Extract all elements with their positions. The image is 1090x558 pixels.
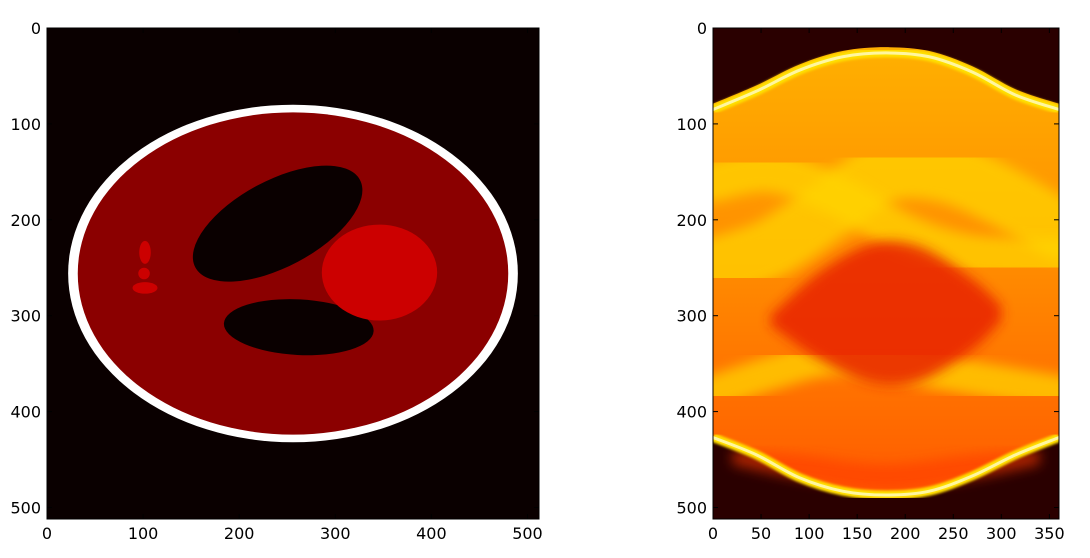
dark-ellipse-upper-ellipse bbox=[192, 165, 363, 282]
brain-ellipse bbox=[77, 112, 509, 435]
x-tick-label: 200 bbox=[224, 524, 255, 543]
y-tick-label: 0 bbox=[697, 19, 707, 38]
sinogram-bright-band bbox=[713, 137, 1059, 298]
small-ellipse-bottom-ellipse bbox=[132, 282, 158, 294]
bright-circle-ellipse bbox=[321, 224, 438, 321]
x-tick-label: 300 bbox=[986, 524, 1017, 543]
phantom-image-frame bbox=[46, 27, 540, 520]
x-tick-label: 100 bbox=[794, 524, 825, 543]
y-tick-label: 400 bbox=[676, 403, 707, 422]
dark-ellipse-lower-ellipse bbox=[223, 299, 374, 356]
x-tick-label: 100 bbox=[128, 524, 159, 543]
y-tick-label: 300 bbox=[10, 307, 41, 326]
y-tick-label: 100 bbox=[676, 115, 707, 134]
sinogram-top-edge bbox=[713, 51, 1059, 111]
x-tick-label: 0 bbox=[42, 524, 52, 543]
x-tick-label: 400 bbox=[416, 524, 447, 543]
y-tick-label: 300 bbox=[676, 307, 707, 326]
y-tick-label: 500 bbox=[676, 498, 707, 517]
y-tick-label: 100 bbox=[10, 115, 41, 134]
x-tick-label: 150 bbox=[842, 524, 873, 543]
phantom-shapes bbox=[68, 104, 518, 443]
sinogram-shapes bbox=[713, 47, 1059, 500]
sinogram-bright-band bbox=[713, 151, 1059, 279]
small-ellipse-mid-ellipse bbox=[138, 267, 150, 280]
x-tick-label: 500 bbox=[512, 524, 543, 543]
x-tick-label: 300 bbox=[320, 524, 351, 543]
y-tick-label: 200 bbox=[676, 211, 707, 230]
y-tick-label: 0 bbox=[31, 19, 41, 38]
x-tick-label: 50 bbox=[751, 524, 771, 543]
x-tick-label: 250 bbox=[938, 524, 969, 543]
y-tick-label: 500 bbox=[10, 498, 41, 517]
sinogram-bottom-edge bbox=[713, 436, 1059, 497]
x-tick-label: 0 bbox=[708, 524, 718, 543]
x-tick-label: 350 bbox=[1034, 524, 1065, 543]
sinogram-axis-ticks: 0 50 100 150 200 250 300 350 0 100 200 300 400 500 bbox=[676, 19, 1064, 543]
sinogram-panel: 0 50 100 150 200 250 300 350 0 100 200 300 400 500 bbox=[676, 19, 1064, 543]
x-tick-label: 200 bbox=[890, 524, 921, 543]
sinogram-red-core bbox=[770, 241, 1002, 386]
y-tick-label: 400 bbox=[10, 403, 41, 422]
y-tick-label: 200 bbox=[10, 211, 41, 230]
small-ellipse-top-ellipse bbox=[139, 240, 151, 264]
sinogram-frame bbox=[712, 27, 1060, 520]
